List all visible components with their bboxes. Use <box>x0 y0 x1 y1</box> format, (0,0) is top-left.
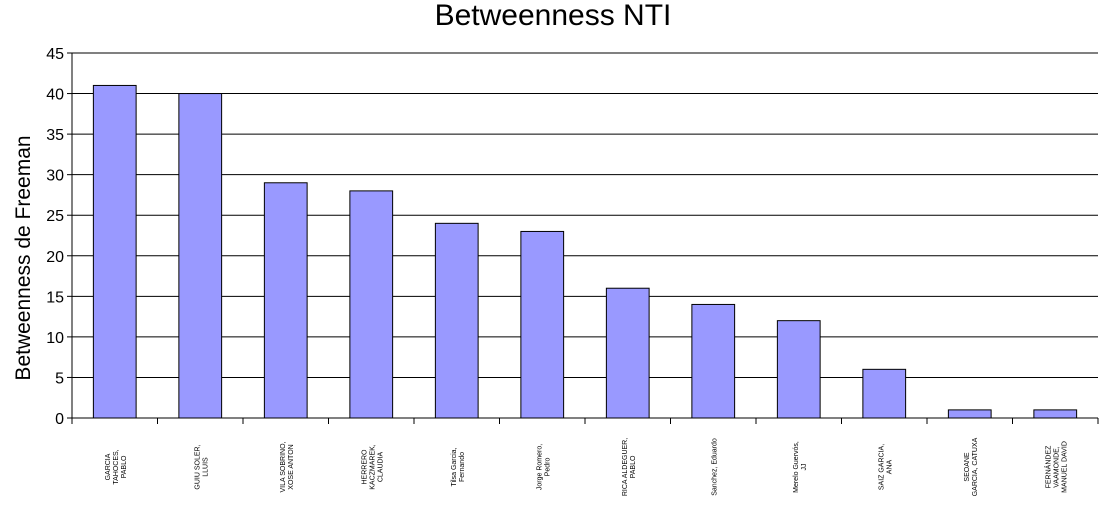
bar <box>1033 409 1078 419</box>
y-tick-label: 40 <box>46 87 64 104</box>
x-tick-label-line: Pedro <box>544 458 551 477</box>
x-tick-label-line: Fernando <box>459 452 466 482</box>
bar <box>263 182 308 419</box>
x-tick-label: GUIU SOLER,LLUIS <box>194 444 209 489</box>
bar <box>947 409 992 419</box>
y-tick-label: 45 <box>46 46 64 63</box>
bar <box>92 84 137 419</box>
x-tick-label-line: VAAMONDE, <box>1053 446 1060 488</box>
bar <box>691 303 736 419</box>
x-tick-label: HERREROKACZMAREK,CLAUDIA <box>361 444 384 490</box>
bar <box>776 320 821 419</box>
x-tick-label-line: VILA SOBRINO, <box>280 441 287 492</box>
y-tick-label: 15 <box>46 289 64 306</box>
y-tick-label: 20 <box>46 249 64 266</box>
x-tick-label-line: MANUEL DAVID <box>1061 441 1068 493</box>
x-tick-label: VILA SOBRINO,XOSE ANTON <box>280 441 295 492</box>
bars <box>92 84 1078 419</box>
x-tick-label-line: LLUIS <box>202 457 209 477</box>
y-tick-label: 30 <box>46 168 64 185</box>
x-tick-label: SEOANEGARCIA, CATUXA <box>964 437 979 496</box>
x-tick-label-line: Merelo Guervós, <box>793 441 800 493</box>
x-tick-label-line: JJ <box>801 464 808 471</box>
x-tick-label: Merelo Guervós,JJ <box>793 441 808 493</box>
y-tick-label: 0 <box>55 411 64 428</box>
axes <box>71 53 1099 424</box>
x-tick-label: FERNÁNDEZVAAMONDE,MANUEL DAVID <box>1043 441 1068 493</box>
x-tick-label-line: GARCIA, CATUXA <box>972 437 979 496</box>
x-tick-label-line: Jorge Romero, <box>536 444 543 490</box>
x-tick-labels: GARCIATAHOCES,PABLO GUIU SOLER,LLUIS VILA … <box>105 437 1069 496</box>
x-tick-label-line: GUIU SOLER, <box>194 444 201 489</box>
x-tick-label: Jorge Romero,Pedro <box>536 444 551 490</box>
x-tick-label-line: CLAUDIA <box>377 451 384 482</box>
x-tick-label-line: KACZMAREK, <box>369 444 376 490</box>
x-tick-label-line: HERRERO <box>361 449 368 485</box>
y-tick-label: 35 <box>46 127 64 144</box>
chart-title: Betweenness NTI <box>435 0 672 32</box>
x-tick-label: GARCIATAHOCES,PABLO <box>105 449 128 484</box>
bar <box>349 190 394 419</box>
x-tick-label-line: PABLO <box>630 455 637 478</box>
x-tick-label-line: ANA <box>886 459 893 474</box>
x-tick-label-line: SEOANE <box>964 452 971 482</box>
x-tick-label-line: Tilsa Garcia, <box>451 447 458 486</box>
x-tick-label-line: SAIZ GARCIA, <box>878 444 885 490</box>
bar <box>178 93 223 419</box>
y-tick-labels: 0 5 10 15 20 25 30 35 40 45 <box>46 46 64 428</box>
bar <box>434 222 479 419</box>
y-tick-label: 5 <box>55 370 64 387</box>
x-tick-label-line: RICA ALDEGUER, <box>622 438 629 496</box>
y-tick-label: 10 <box>46 330 64 347</box>
x-tick-label: SAIZ GARCIA,ANA <box>878 444 893 490</box>
gridlines <box>67 52 1098 419</box>
bar <box>520 230 565 419</box>
bar <box>605 287 650 419</box>
y-tick-label: 25 <box>46 208 64 225</box>
x-tick-label-line: Sanchez, Eduardo <box>711 438 718 496</box>
x-tick-label-line: XOSE ANTON <box>288 444 295 489</box>
x-tick-label-line: TAHOCES, <box>113 449 120 484</box>
x-tick-label: Tilsa Garcia,Fernando <box>451 447 466 486</box>
y-axis-label: Betweenness de Freeman <box>12 135 35 380</box>
bar <box>862 368 907 419</box>
x-tick-label-line: FERNÁNDEZ <box>1043 445 1052 489</box>
x-tick-label: Sanchez, Eduardo <box>711 438 718 496</box>
x-tick-label-line: GARCIA <box>105 453 112 480</box>
x-tick-label: RICA ALDEGUER,PABLO <box>622 438 637 496</box>
x-tick-label-line: PABLO <box>121 455 128 478</box>
